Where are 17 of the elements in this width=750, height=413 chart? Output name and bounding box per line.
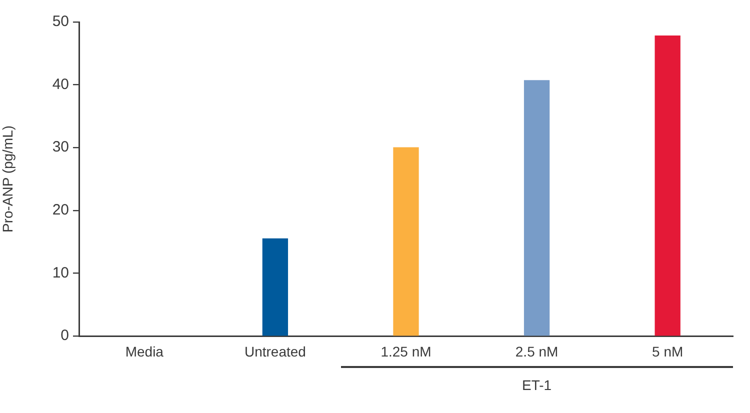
x-tick-label: 5 nM <box>652 343 684 360</box>
x-tick-label: 1.25 nM <box>380 343 432 360</box>
bar <box>393 147 419 336</box>
x-tick-label: Media <box>125 343 164 360</box>
bar <box>524 80 550 336</box>
y-tick-label: 50 <box>52 13 69 30</box>
y-tick-label: 30 <box>52 138 69 156</box>
x-tick-label: Untreated <box>244 343 306 360</box>
text: ET-1 <box>522 376 552 393</box>
y-tick-label: 20 <box>52 202 69 219</box>
y-tick-label: 10 <box>52 264 69 282</box>
y-tick-label: 40 <box>52 76 69 93</box>
y-tick-label: 0 <box>60 327 69 344</box>
x-tick-label: 2.5 nM <box>515 343 558 360</box>
bar <box>654 35 680 336</box>
bar <box>262 238 288 336</box>
y-axis-title: Pro-ANP (pg/mL) <box>0 125 16 233</box>
